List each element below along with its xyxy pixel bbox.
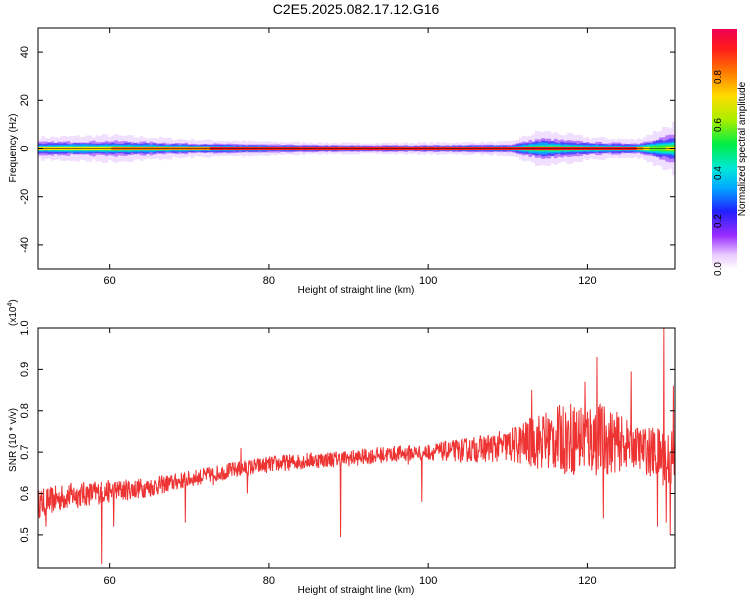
spectrogram-x-label: Height of straight line (km) [298, 285, 415, 296]
y-tick-label: 0.6 [19, 486, 31, 501]
snr-panel: 1.0 0.9 0.8 0.7 0.6 0.5 60 80 100 120 Height of … [7, 299, 676, 596]
x-tick-label: 120 [578, 575, 596, 587]
spectrogram-panel: 40 20 0 -20 -40 60 80 100 120 Height of straigh… [8, 27, 676, 296]
colorbar-label: Normalized spectral amplitude [737, 81, 748, 216]
spectrogram-x-ticks: 60 80 100 120 [104, 28, 597, 287]
colorbar-tick-label: 0.2 [713, 214, 724, 228]
snr-frame [37, 327, 676, 569]
snr-multiplier: (x104) [7, 299, 19, 326]
y-tick-label: 40 [19, 46, 31, 58]
y-tick-label: 0.5 [19, 527, 31, 542]
snr-y-label: SNR (10 * v/v) [8, 408, 19, 472]
y-tick-label: 1.0 [19, 320, 31, 335]
x-tick-label: 80 [263, 575, 275, 587]
colorbar: 0.0 0.2 0.4 0.6 0.8 Normalized spectral ampl… [712, 29, 748, 276]
colorbar-tick-label: 0.6 [713, 118, 724, 132]
spectrogram-image [38, 121, 676, 176]
x-tick-label: 100 [419, 575, 437, 587]
y-tick-label: 0.8 [19, 403, 31, 418]
x-tick-label: 80 [263, 275, 275, 287]
colorbar-ticks: 0.0 0.2 0.4 0.6 0.8 [713, 70, 724, 276]
snr-y-ticks: 1.0 0.9 0.8 0.7 0.6 0.5 [19, 320, 675, 543]
y-tick-label: -40 [19, 237, 31, 253]
snr-x-ticks: 60 80 100 120 [104, 328, 597, 587]
x-tick-label: 120 [578, 275, 596, 287]
colorbar-gradient [712, 29, 737, 269]
colorbar-tick-label: 0.4 [713, 166, 724, 180]
spectrogram-y-label: Frequency (Hz) [8, 114, 19, 183]
x-tick-label: 60 [104, 575, 116, 587]
x-tick-label: 100 [419, 275, 437, 287]
y-tick-label: 0 [19, 145, 31, 151]
y-tick-label: 0.7 [19, 444, 31, 459]
colorbar-tick-label: 0.8 [713, 70, 724, 84]
y-tick-label: -20 [19, 189, 31, 205]
spectrogram-y-ticks: 40 20 0 -20 -40 [19, 46, 675, 253]
x-tick-label: 60 [104, 275, 116, 287]
colorbar-tick-label: 0.0 [713, 262, 724, 276]
y-tick-label: 20 [19, 94, 31, 106]
y-tick-label: 0.9 [19, 362, 31, 377]
snr-series-line [38, 328, 675, 564]
figure-title: C2E5.2025.082.17.12.G16 [273, 1, 440, 17]
snr-x-label: Height of straight line (km) [298, 585, 415, 596]
